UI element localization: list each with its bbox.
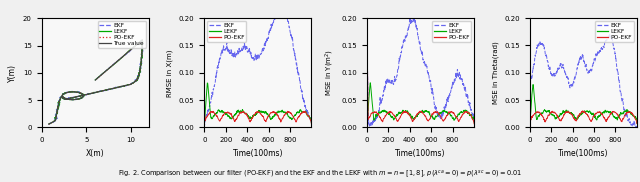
Y-axis label: RMSE in X(m): RMSE in X(m)	[167, 49, 173, 96]
X-axis label: Time(100ms): Time(100ms)	[232, 149, 283, 158]
Legend: EKF, LEKF, PO-EKF: EKF, LEKF, PO-EKF	[207, 21, 246, 42]
Text: Fig. 2. Comparison between our filter (PO-EKF) and the EKF and the LEKF with $m : Fig. 2. Comparison between our filter (P…	[118, 169, 522, 180]
Y-axis label: MSE in Y(m$^2$): MSE in Y(m$^2$)	[324, 49, 336, 96]
Y-axis label: Y(m): Y(m)	[8, 64, 17, 82]
Y-axis label: MSE in Theta(rad): MSE in Theta(rad)	[492, 41, 499, 104]
Legend: EKF, LEKF, PO-EKF, True value: EKF, LEKF, PO-EKF, True value	[98, 21, 146, 48]
X-axis label: Time(100ms): Time(100ms)	[396, 149, 446, 158]
Legend: EKF, LEKF, PO-EKF: EKF, LEKF, PO-EKF	[595, 21, 634, 42]
X-axis label: X(m): X(m)	[86, 149, 104, 158]
Legend: EKF, LEKF, PO-EKF: EKF, LEKF, PO-EKF	[432, 21, 471, 42]
X-axis label: Time(100ms): Time(100ms)	[558, 149, 609, 158]
